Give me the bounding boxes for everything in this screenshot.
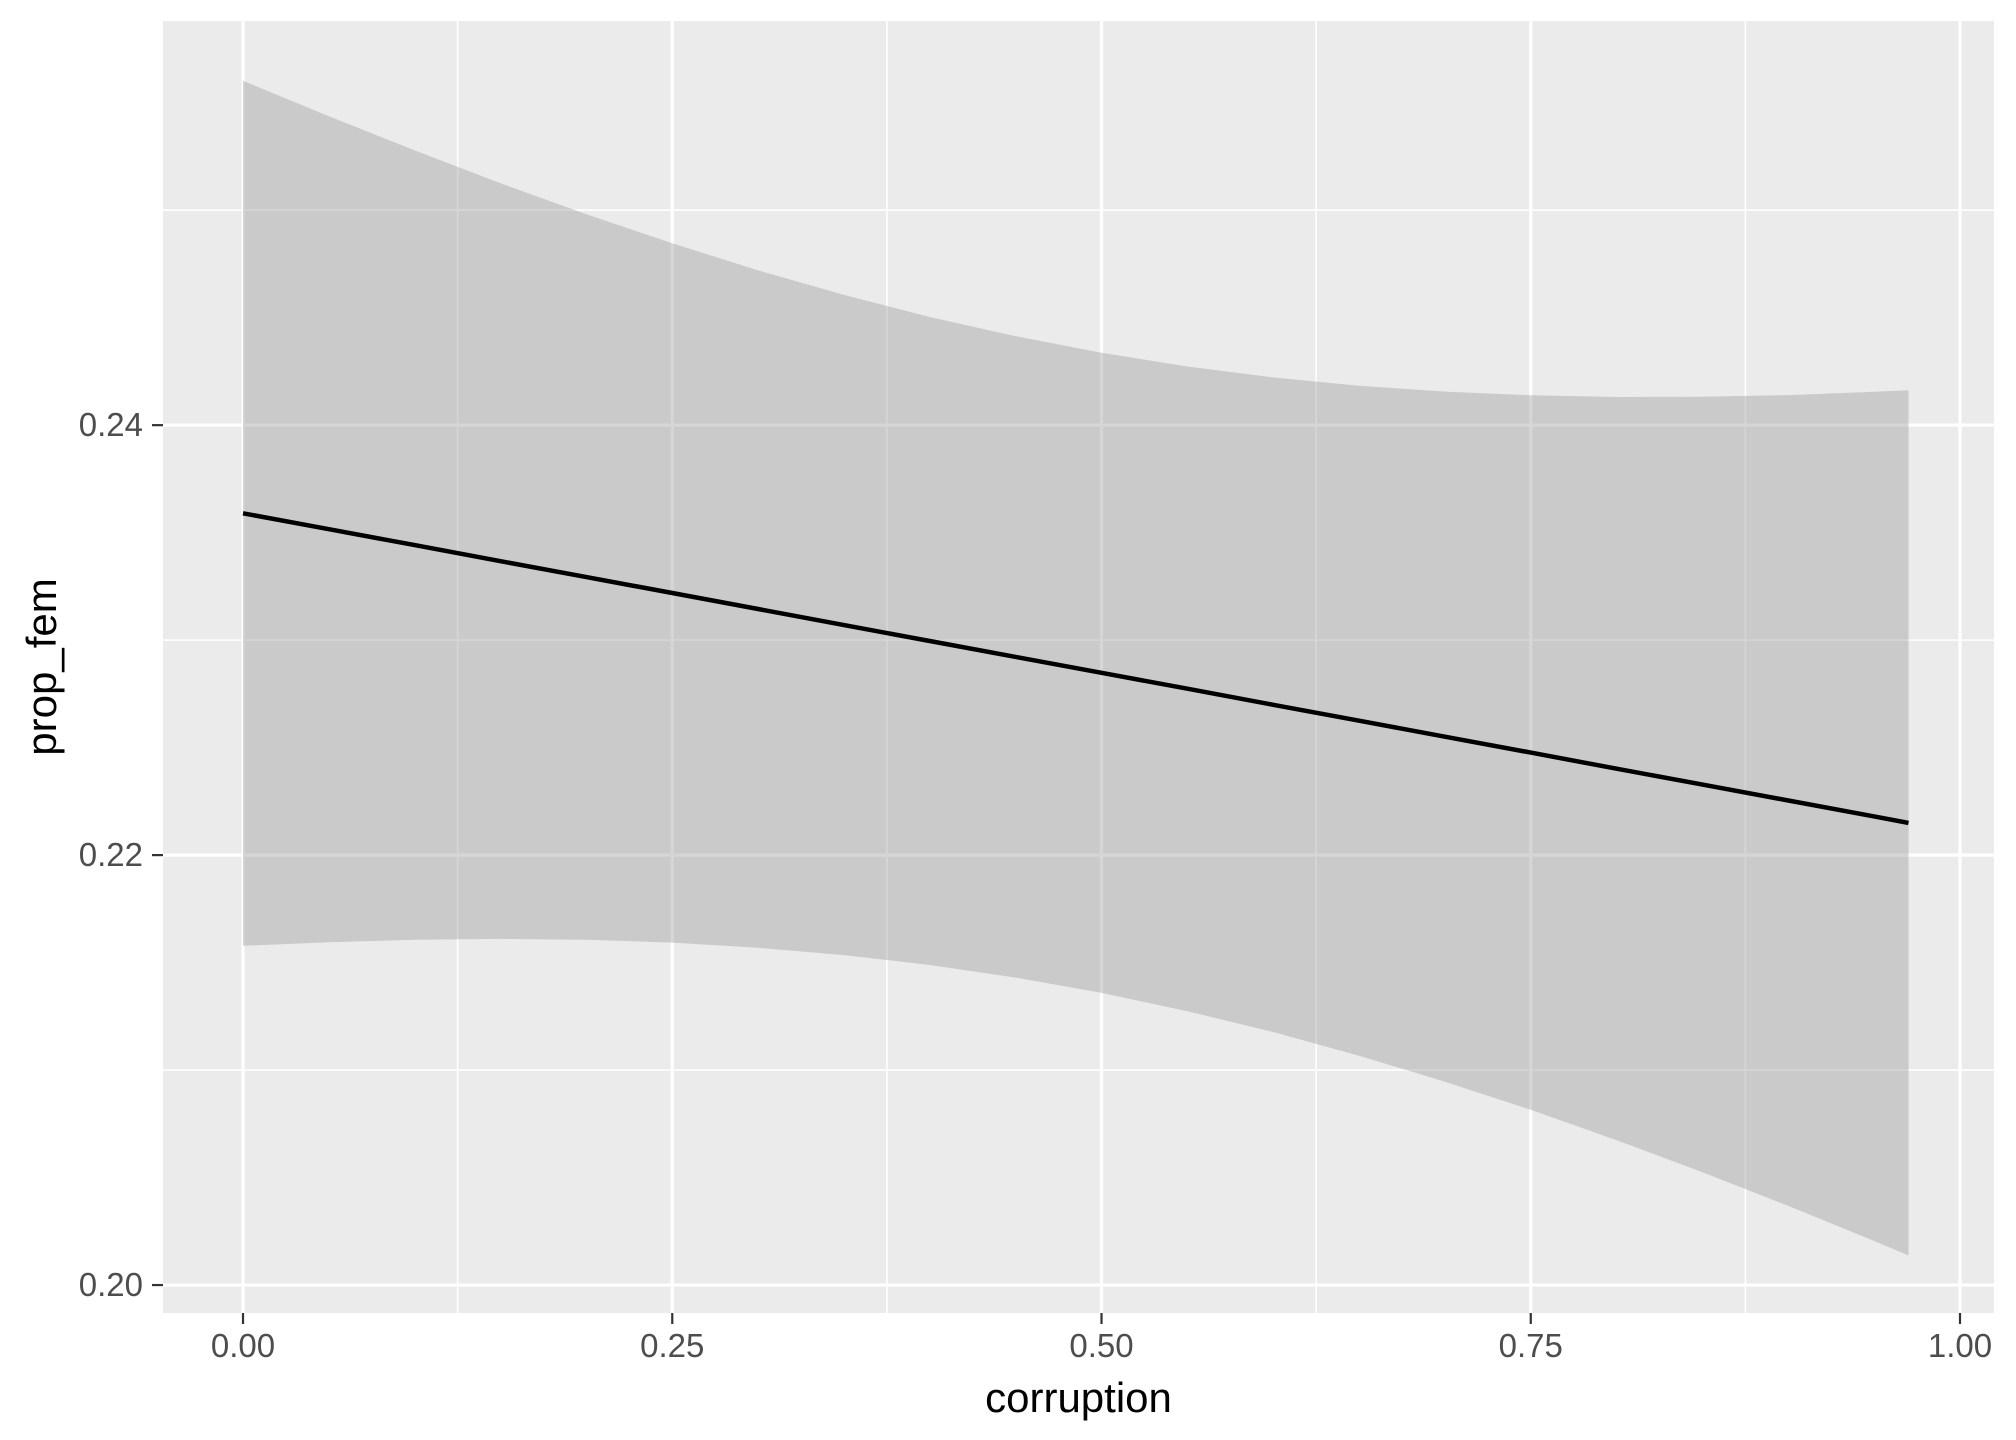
- x-tick-label: 1.00: [1928, 1327, 1992, 1364]
- axis-ticks: [152, 424, 1962, 1324]
- y-axis-title: prop_fem: [18, 578, 65, 755]
- y-tick-label: 0.24: [79, 406, 143, 443]
- y-tick-label: 0.22: [79, 836, 143, 873]
- x-tick-label: 0.50: [1069, 1327, 1133, 1364]
- y-tick-label: 0.20: [79, 1266, 143, 1303]
- regression-line: [242, 511, 1909, 826]
- x-tick-label: 0.25: [640, 1327, 704, 1364]
- x-axis-title: corruption: [985, 1374, 1172, 1421]
- major-gridlines: [163, 21, 1994, 1313]
- x-tick-label: 0.75: [1499, 1327, 1563, 1364]
- x-tick-label: 0.00: [211, 1327, 275, 1364]
- axis-tick-labels: 0.00 0.25 0.50 0.75 1.00 0.20 0.22 0.24: [79, 406, 1992, 1364]
- data-layer: [242, 80, 1909, 1256]
- minor-gridlines: [163, 21, 1994, 1313]
